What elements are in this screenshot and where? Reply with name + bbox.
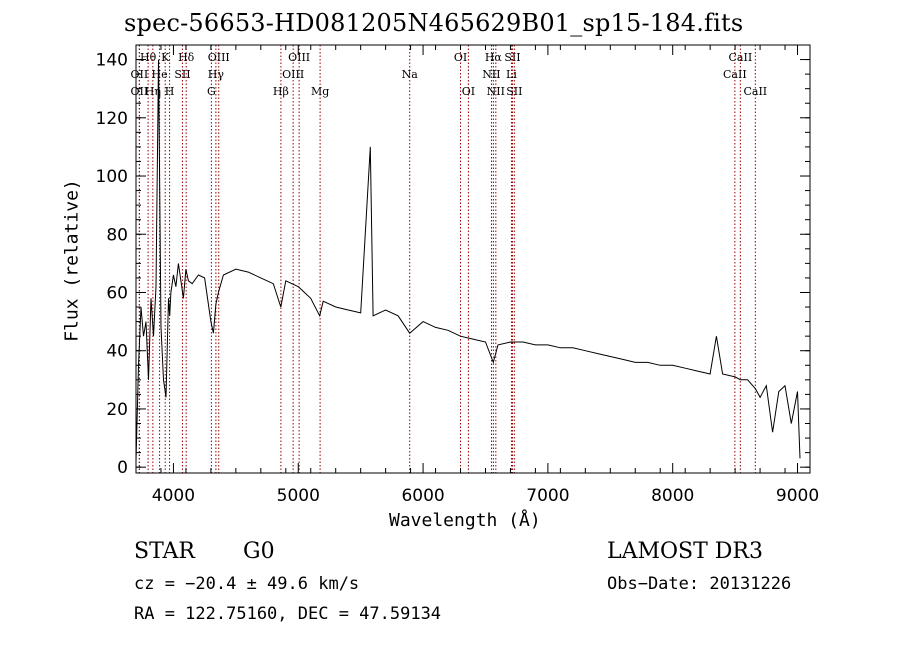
y-tick-label: 120 (96, 109, 128, 129)
line-label: Hη (145, 85, 161, 98)
x-tick-label: 9000 (776, 486, 819, 506)
plot-frame (135, 44, 811, 474)
x-tick-label: 7000 (526, 486, 569, 506)
x-tick-label: 5000 (277, 486, 320, 506)
line-label: Mg (311, 85, 329, 98)
line-label: Hα (485, 51, 503, 64)
y-tick-label: 40 (106, 342, 128, 362)
line-label: OIII (282, 68, 304, 81)
line-label: Hβ (273, 85, 289, 98)
spectrum-series-line (135, 59, 801, 462)
line-label: OII (131, 85, 149, 98)
line-label: OI (454, 51, 467, 64)
object-class: STAR (134, 539, 195, 564)
y-tick-label: 0 (117, 458, 128, 478)
y-tick-label: 20 (106, 400, 128, 420)
line-label: Na (402, 68, 419, 81)
line-label: CaII (723, 68, 747, 81)
y-tick-label: 100 (96, 167, 128, 187)
observation-date: Obs−Date: 20131226 (607, 574, 792, 594)
line-label: Hδ (178, 51, 195, 64)
survey-name: LAMOST DR3 (607, 539, 763, 564)
coordinates: RA = 122.75160, DEC = 47.59134 (134, 604, 442, 624)
y-tick-label: 140 (96, 51, 128, 71)
line-label: H (165, 85, 175, 98)
y-axis-label: Flux (relative) (61, 179, 83, 342)
line-label: OI (462, 85, 475, 98)
y-tick-label: 60 (106, 283, 128, 303)
line-label: SII (506, 85, 522, 98)
line-label: CaII (743, 85, 767, 98)
line-label: He (152, 68, 168, 81)
line-label: K (161, 51, 170, 64)
line-label: OIII (288, 51, 310, 64)
line-label: Li (506, 68, 517, 81)
x-tick-label: 8000 (651, 486, 694, 506)
emission-line-markers (138, 45, 756, 473)
line-label: SII (174, 68, 190, 81)
line-label: G (207, 85, 216, 98)
line-label: Hγ (208, 68, 225, 81)
y-tick-label: 80 (106, 225, 128, 245)
line-label: OIII (208, 51, 230, 64)
redshift-cz: cz = −20.4 ± 49.6 km/s (134, 574, 360, 594)
line-label: SII (504, 51, 520, 64)
x-tick-label: 4000 (152, 486, 195, 506)
line-label: Hθ (140, 51, 157, 64)
axis-ticks: 4000 5000 6000 7000 8000 9000 0 20 40 60 80 100 120 1… (96, 45, 819, 506)
line-label: NII (482, 68, 500, 81)
x-axis-label: Wavelength (Å) (389, 510, 541, 531)
line-label: NII (487, 85, 505, 98)
chart-title: spec-56653-HD081205N465629B01_sp15-184.f… (124, 9, 744, 37)
object-subclass: G0 (243, 539, 275, 564)
line-label: CaII (729, 51, 753, 64)
x-tick-label: 6000 (401, 486, 444, 506)
